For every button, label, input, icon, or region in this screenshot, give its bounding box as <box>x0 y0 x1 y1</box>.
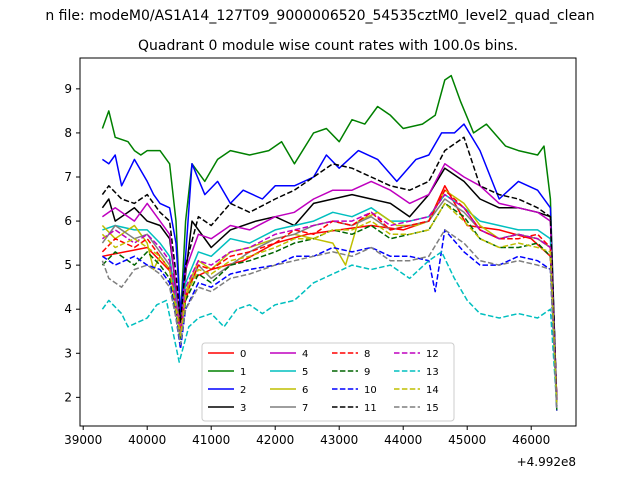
legend-frame <box>201 342 455 422</box>
y-axis: 2 3 4 5 6 7 8 9 <box>64 82 80 404</box>
legend-label-14: 14 <box>426 385 439 396</box>
x-tick-label: 43000 <box>320 433 358 447</box>
y-tick-label: 9 <box>64 82 72 96</box>
x-tick-label: 39000 <box>64 433 102 447</box>
legend-label-11: 11 <box>364 403 377 414</box>
legend-label-10: 10 <box>364 385 377 396</box>
legend-label-9: 9 <box>364 367 370 378</box>
legend-label-12: 12 <box>426 349 439 360</box>
legend-label-8: 8 <box>364 349 370 360</box>
x-axis: 39000 40000 41000 42000 43000 44000 45000 46000 <box>64 426 550 447</box>
legend-label-2: 2 <box>240 385 246 396</box>
series-line-4 <box>101 163 558 402</box>
legend-label-4: 4 <box>302 349 308 360</box>
y-tick-label: 7 <box>64 170 72 184</box>
figure-suptitle: n file: modeM0/AS1A14_127T09_9000006520_… <box>45 8 594 24</box>
y-tick-label: 2 <box>64 390 72 404</box>
x-tick-label: 45000 <box>448 433 486 447</box>
series-layer <box>101 74 558 411</box>
legend-label-0: 0 <box>240 349 246 360</box>
series-line-1 <box>101 74 558 411</box>
series-line-11 <box>101 136 558 402</box>
series-line-15 <box>101 229 558 411</box>
y-tick-label: 5 <box>64 258 72 272</box>
x-tick-label: 41000 <box>192 433 230 447</box>
series-line-5 <box>102 193 558 407</box>
x-tick-label: 44000 <box>384 433 422 447</box>
legend-label-6: 6 <box>302 385 308 396</box>
legend-label-3: 3 <box>240 403 246 414</box>
legend-label-5: 5 <box>302 367 308 378</box>
chart-title: Quadrant 0 module wise count rates with … <box>138 38 518 54</box>
y-tick-label: 4 <box>64 302 72 316</box>
y-tick-label: 6 <box>64 214 72 228</box>
legend-label-7: 7 <box>302 403 308 414</box>
x-offset-label: +4.992e8 <box>517 455 576 469</box>
x-tick-label: 46000 <box>512 433 550 447</box>
legend-label-13: 13 <box>426 367 439 378</box>
series-line-12 <box>101 193 558 407</box>
axes-frame <box>79 57 577 427</box>
series-line-14 <box>101 202 558 407</box>
y-tick-label: 8 <box>64 126 72 140</box>
series-line-13 <box>101 251 558 407</box>
x-tick-label: 40000 <box>128 433 166 447</box>
legend-label-1: 1 <box>240 367 246 378</box>
legend-label-15: 15 <box>426 403 439 414</box>
series-line-2 <box>101 123 558 407</box>
y-tick-label: 3 <box>64 346 72 360</box>
x-tick-label: 42000 <box>256 433 294 447</box>
